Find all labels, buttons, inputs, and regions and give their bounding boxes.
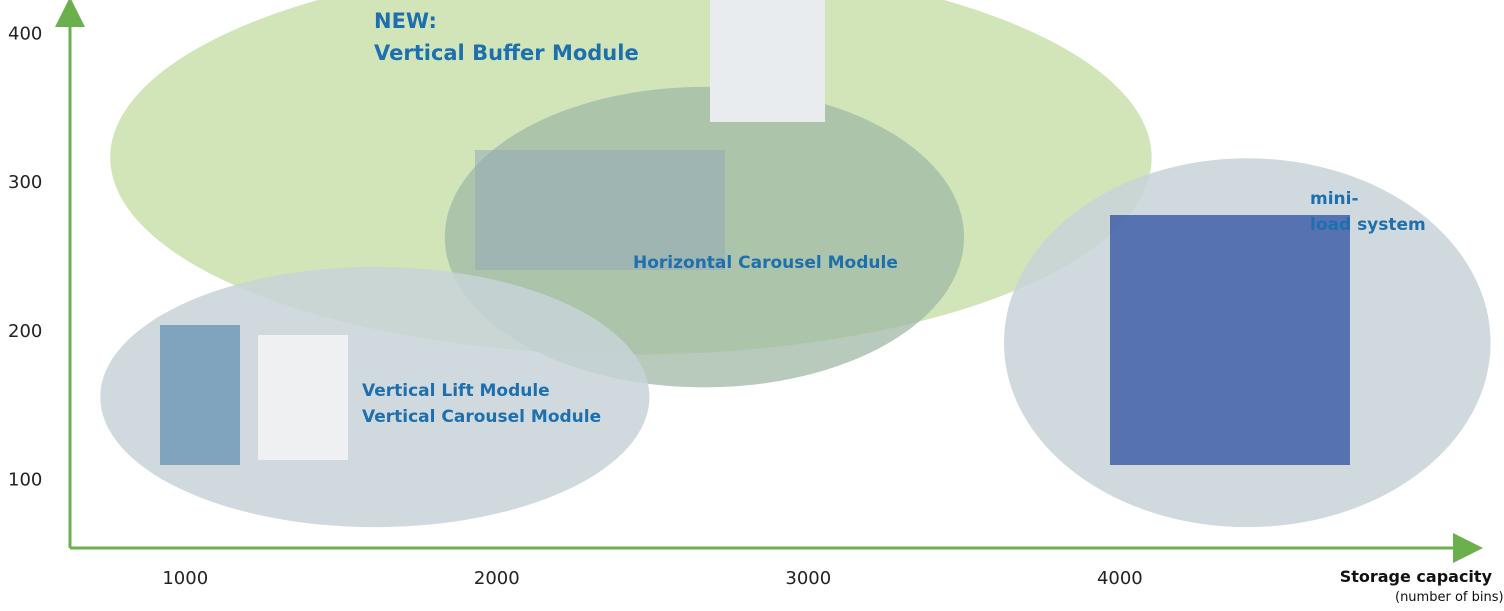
y-tick-label: 300 (8, 172, 42, 193)
y-tick-label: 100 (8, 470, 42, 491)
region-label: mini- (1310, 189, 1359, 209)
x-tick-label: 4000 (1097, 568, 1143, 589)
region-label: Horizontal Carousel Module (633, 253, 898, 273)
x-axis-note: (number of bins) (1395, 590, 1504, 605)
x-tick-label: 3000 (785, 568, 831, 589)
y-tick-label: 200 (8, 321, 42, 342)
miniload-image (1110, 215, 1350, 465)
buffer-image (710, 0, 825, 122)
vcm-image (258, 335, 348, 460)
x-tick-label: 2000 (474, 568, 520, 589)
region-label: NEW: (374, 9, 437, 33)
y-tick-label: 400 (8, 23, 42, 44)
carousel-image (475, 150, 725, 270)
region-label: Vertical Buffer Module (374, 41, 639, 65)
vlm-image (160, 325, 240, 465)
region-label: Vertical Lift Module (362, 381, 550, 401)
product-images (160, 0, 1350, 465)
x-tick-label: 1000 (162, 568, 208, 589)
region-label: load system (1310, 215, 1426, 235)
region-label: Vertical Carousel Module (362, 407, 601, 427)
x-axis-title: Storage capacity (1340, 567, 1493, 586)
